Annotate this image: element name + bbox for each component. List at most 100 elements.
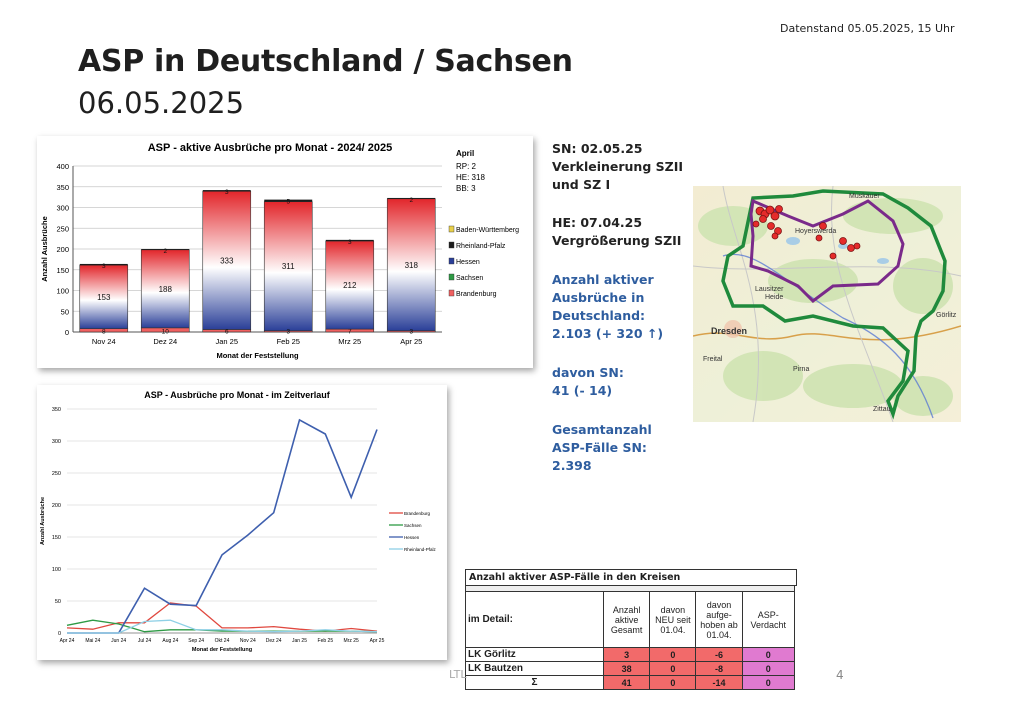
note-active-outbreaks: Anzahl aktiver Ausbrüche in Deutschland:… — [552, 271, 663, 343]
footer-ltl: LTL — [449, 668, 467, 681]
note-davon-sn: davon SN: 41 (- 14) — [552, 364, 624, 400]
table-cell: -8 — [695, 661, 743, 676]
legend-swatch — [448, 257, 455, 265]
note-total-sn: Gesamtanzahl ASP-Fälle SN: 2.398 — [552, 421, 652, 475]
y-tick-label: 100 — [56, 287, 69, 296]
y-axis-label: Anzahl Ausbrüche — [40, 216, 49, 282]
bar-value-label-rp: 2 — [409, 197, 413, 204]
table-cell: 0 — [741, 661, 796, 676]
map-label-lausitzer: Lausitzer — [755, 286, 784, 293]
table-cell: -14 — [695, 675, 743, 690]
annotation-line: RP: 2 — [456, 162, 477, 171]
x-axis-label: Monat der Feststellung — [216, 351, 299, 360]
series-line-brandenburg — [66, 602, 378, 632]
bar-value-label-rp: 3 — [348, 239, 352, 246]
legend-label: Rheinland-Pfalz — [456, 243, 506, 250]
page-date: 06.05.2025 — [78, 86, 245, 120]
table-row-name: Σ — [465, 675, 604, 690]
annotation-title: April — [456, 149, 474, 158]
series-line-rheinland-pfalz — [67, 619, 378, 634]
note-active-4: 2.103 (+ 320 ↑) — [552, 326, 664, 341]
y-tick-label: 350 — [56, 183, 69, 192]
legend-swatch — [448, 273, 455, 281]
bar-value-label-rp: 3 — [102, 263, 106, 270]
bar-hessen — [325, 240, 375, 330]
table-header-row: im Detail: Anzahl aktive Gesamt davon NE… — [465, 591, 796, 648]
y-tick-label: 50 — [55, 599, 61, 605]
map-label-heide: Heide — [765, 294, 783, 301]
bar-rheinland-pfalz — [79, 263, 128, 266]
note-sn-text2: und SZ I — [552, 177, 611, 192]
x-tick-label: Mrz 25 — [338, 337, 361, 346]
district-table-grid: im Detail: Anzahl aktive Gesamt davon NE… — [465, 591, 796, 690]
bar-value-label-bb: 10 — [162, 329, 170, 336]
bar-value-label-hessen: 311 — [282, 262, 295, 271]
table-cell: 0 — [741, 647, 796, 662]
note-total-2: ASP-Fälle SN: — [552, 440, 647, 455]
y-tick-label: 250 — [56, 224, 69, 233]
bar-rheinland-pfalz — [325, 239, 374, 242]
note-total-3: 2.398 — [552, 458, 592, 473]
map-label-freital: Freital — [703, 356, 723, 363]
y-tick-label: 300 — [56, 204, 69, 213]
bar-hessen — [386, 198, 436, 332]
x-tick-label: Apr 25 — [370, 638, 385, 644]
bar-value-label-bb: 8 — [102, 329, 106, 336]
table-cell: 0 — [741, 675, 796, 690]
bar-chart: ASP - aktive Ausbrüche pro Monat - 2024/… — [40, 142, 519, 360]
table-cell: -6 — [695, 647, 743, 662]
table-col-new: davon NEU seit 01.04. — [649, 591, 697, 648]
chart-title: ASP - Ausbrüche pro Monat - im Zeitverla… — [144, 390, 331, 400]
y-tick-label: 350 — [52, 407, 61, 413]
annotation-line: HE: 318 — [456, 173, 485, 182]
y-tick-label: 150 — [56, 266, 69, 275]
x-tick-label: Nov 24 — [240, 638, 256, 644]
district-table: Anzahl aktiver ASP-Fälle in den Kreisen … — [465, 569, 797, 690]
table-caption: Anzahl aktiver ASP-Fälle in den Kreisen — [465, 569, 797, 586]
legend-swatch — [448, 241, 455, 249]
bar-value-label-bb: 3 — [409, 329, 413, 336]
y-tick-label: 400 — [56, 162, 69, 171]
note-total-1: Gesamtanzahl — [552, 422, 652, 437]
y-tick-label: 0 — [65, 328, 69, 337]
note-sn: SN: 02.05.25 Verkleinerung SZII und SZ I — [552, 140, 683, 194]
y-tick-label: 300 — [52, 439, 61, 445]
x-tick-label: Dez 24 — [153, 337, 177, 346]
x-tick-label: Apr 24 — [60, 638, 75, 644]
bar-rheinland-pfalz — [264, 199, 313, 202]
map-label-hoyerswerda: Hoyerswerda — [795, 228, 836, 235]
table-col-suspect: ASP-Verdacht — [741, 591, 796, 648]
bar-value-label-hessen: 188 — [159, 285, 173, 294]
legend-label: Baden-Württemberg — [456, 227, 519, 234]
x-tick-label: Jan 25 — [215, 337, 238, 346]
bar-value-label-bb: 7 — [348, 329, 352, 336]
note-he: HE: 07.04.25 Vergrößerung SZII — [552, 214, 681, 250]
series-line-sachsen — [66, 619, 378, 633]
table-row-name: LK Görlitz — [465, 647, 604, 662]
legend-label: Rheinland-Pfalz — [404, 547, 437, 552]
table-cell: 38 — [602, 661, 651, 676]
table-cell: 0 — [649, 647, 697, 662]
note-sn-date: SN: 02.05.25 — [552, 141, 643, 156]
table-head-label: im Detail: — [465, 591, 604, 648]
y-tick-label: 250 — [52, 471, 61, 477]
x-tick-label: Feb 25 — [277, 337, 300, 346]
x-tick-label: Aug 24 — [162, 638, 178, 644]
y-tick-label: 0 — [58, 631, 61, 637]
y-tick-label: 200 — [56, 245, 69, 254]
legend-label: Sachsen — [404, 523, 422, 528]
x-tick-label: Jan 25 — [292, 638, 307, 644]
bar-hessen — [263, 201, 313, 332]
table-row: LK Görlitz 3 0 -6 0 — [465, 647, 796, 662]
table-cell: 41 — [602, 675, 651, 690]
x-tick-label: Apr 25 — [400, 337, 422, 346]
bar-value-label-hessen: 212 — [343, 281, 357, 290]
map-label-muskau: Muskauer — [849, 193, 880, 200]
x-tick-label: Mai 24 — [85, 638, 100, 644]
table-cell: 3 — [602, 647, 651, 662]
x-tick-label: Feb 25 — [318, 638, 334, 644]
map-label-goerlitz: Görlitz — [936, 312, 957, 319]
note-davon-2: 41 (- 14) — [552, 383, 613, 398]
note-active-2: Ausbrüche in — [552, 290, 645, 305]
x-tick-label: Okt 24 — [215, 638, 230, 644]
